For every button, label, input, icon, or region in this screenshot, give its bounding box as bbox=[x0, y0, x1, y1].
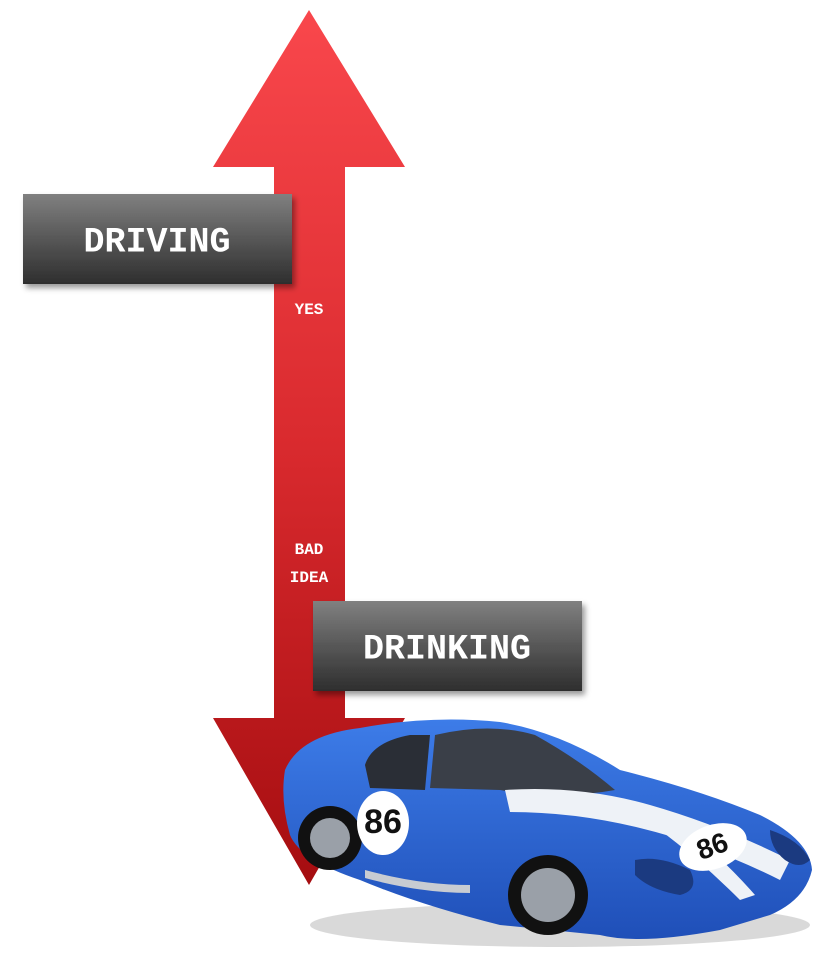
note-bottom-line: IDEA bbox=[290, 569, 329, 587]
label-box-bottom: DRINKING bbox=[313, 601, 582, 691]
wheel-rim bbox=[310, 818, 350, 858]
note-bottom-line: BAD bbox=[295, 541, 324, 559]
label-box-top: DRIVING bbox=[23, 194, 292, 284]
label-top: DRIVING bbox=[83, 222, 230, 262]
wheel-rim bbox=[521, 868, 575, 922]
diagram: YES BAD IDEA DRIVING DRINKING 86 86 bbox=[0, 0, 825, 954]
page: YES BAD IDEA DRIVING DRINKING 86 86 (() … bbox=[0, 0, 825, 954]
car: 86 86 bbox=[283, 720, 812, 947]
label-bottom: DRINKING bbox=[363, 629, 531, 669]
note-top: YES bbox=[295, 301, 324, 319]
car-number: 86 bbox=[364, 803, 402, 841]
